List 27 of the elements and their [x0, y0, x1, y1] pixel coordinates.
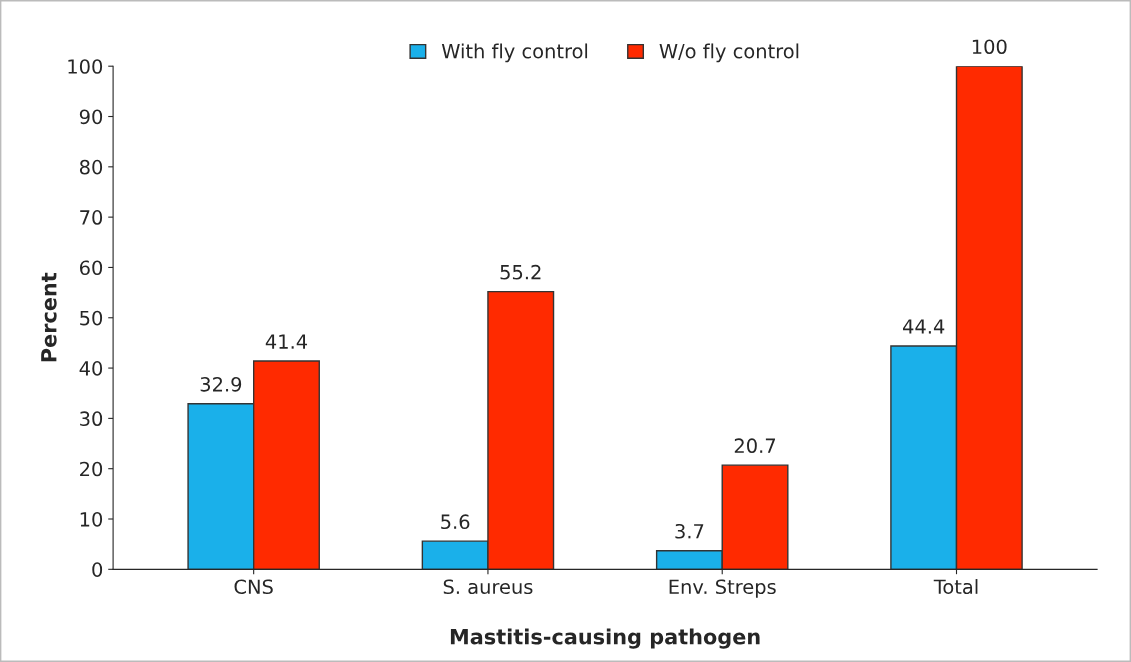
data-label: 41.4: [265, 334, 308, 349]
data-label: 44.4: [903, 319, 945, 334]
x-axis-title: Mastitis-causing pathogen: [450, 628, 760, 649]
legend-label: With fly control: [441, 43, 588, 63]
data-label: 5.6: [441, 514, 470, 530]
x-tick-label: Total: [933, 579, 978, 595]
data-label: 55.2: [500, 264, 541, 280]
legend-label: W/o fly control: [659, 43, 799, 63]
y-tick-label: 20: [80, 461, 103, 477]
x-tick-label: S. aureus: [443, 579, 533, 595]
data-label: 20.7: [734, 438, 776, 454]
y-tick-label: 60: [79, 260, 103, 276]
y-tick-label: 40: [79, 361, 103, 376]
y-tick-label: 70: [80, 210, 103, 225]
y-axis-title: Percent: [41, 272, 57, 362]
data-label: 32.9: [200, 376, 242, 392]
y-tick-label: 80: [79, 159, 103, 175]
data-label: 3.7: [675, 523, 704, 539]
x-tick-label: CNS: [234, 579, 273, 595]
y-tick-label: 30: [80, 411, 103, 427]
x-tick-label: Env. Streps: [669, 579, 776, 598]
y-tick-label: 90: [79, 109, 103, 125]
y-tick-label: 50: [80, 310, 103, 326]
y-tick-label: 10: [80, 511, 103, 527]
y-tick-label: 100: [68, 59, 103, 74]
data-label: 100: [972, 39, 1007, 55]
y-tick-label: 0: [92, 562, 103, 577]
